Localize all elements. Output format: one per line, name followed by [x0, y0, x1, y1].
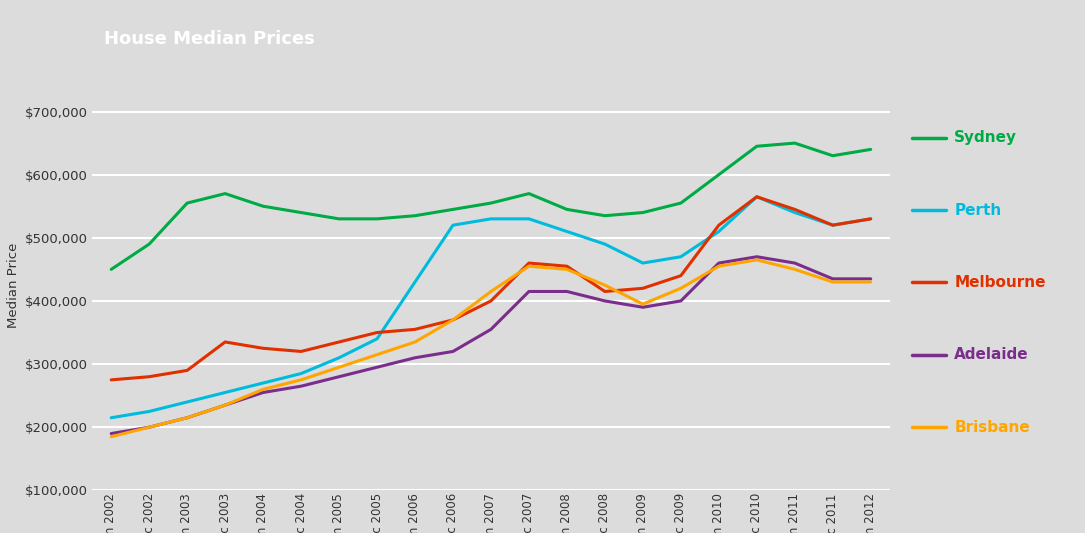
Text: House Median Prices: House Median Prices [103, 30, 315, 47]
Y-axis label: Median Price: Median Price [7, 243, 20, 328]
Text: Melbourne: Melbourne [955, 275, 1046, 290]
Text: Brisbane: Brisbane [955, 420, 1030, 435]
Text: Sydney: Sydney [955, 130, 1018, 145]
Text: Adelaide: Adelaide [955, 348, 1029, 362]
Text: Perth: Perth [955, 203, 1001, 217]
